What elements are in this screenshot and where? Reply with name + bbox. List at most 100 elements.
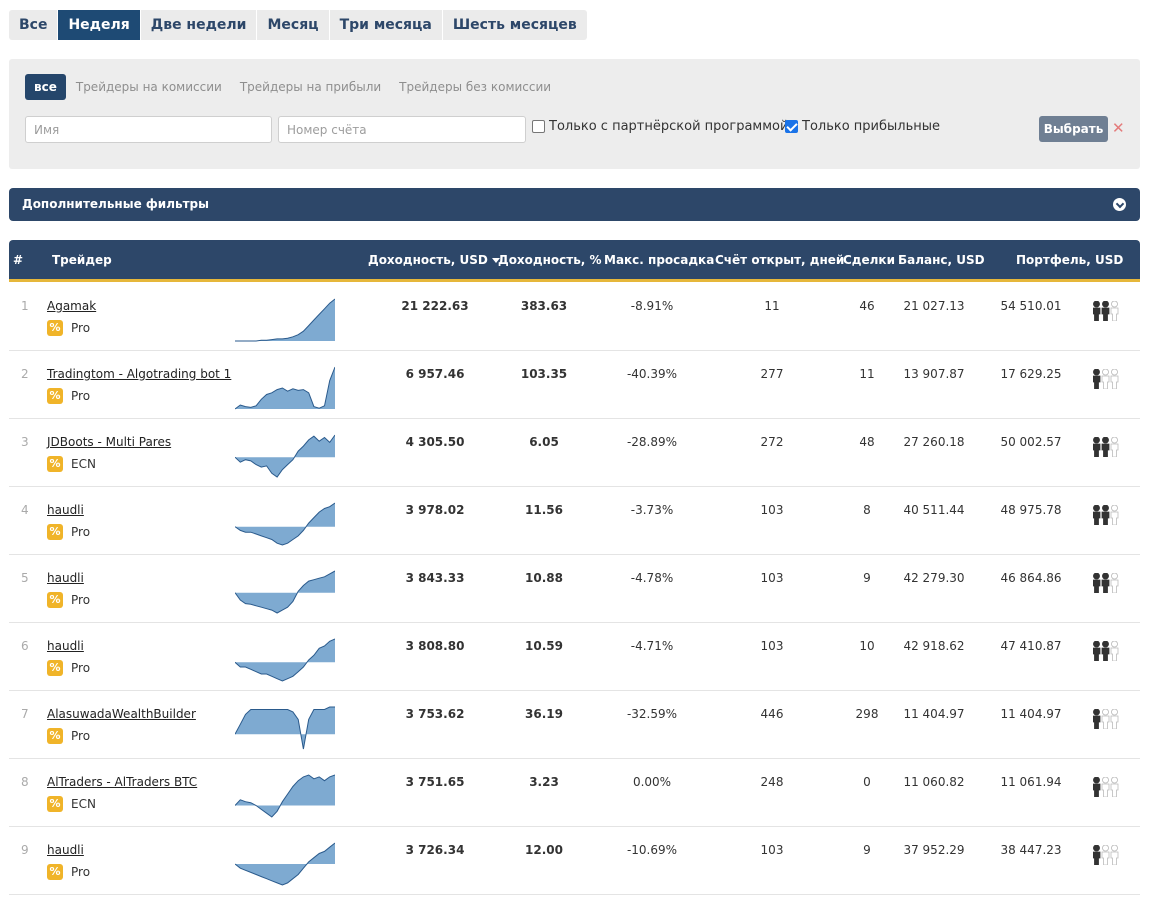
cell-profit-usd: 4 305.50 bbox=[405, 435, 465, 449]
account-type: % Pro bbox=[47, 660, 90, 676]
trader-type-tab[interactable]: Трейдеры на прибыли bbox=[239, 80, 382, 94]
percent-icon: % bbox=[47, 388, 63, 404]
additional-filters-bar[interactable]: Дополнительные фильтры bbox=[9, 188, 1140, 221]
popularity-icon[interactable] bbox=[1093, 777, 1119, 797]
account-type-label: ECN bbox=[71, 457, 96, 471]
percent-icon: % bbox=[47, 320, 63, 336]
person-icon bbox=[1110, 505, 1119, 525]
table-row[interactable]: 7 AlasuwadaWealthBuilder% Pro 3 753.62 36.19… bbox=[9, 691, 1140, 759]
trader-type-tab[interactable]: Трейдеры на комиссии bbox=[75, 80, 222, 94]
cell-profit-pct: 3.23 bbox=[529, 775, 559, 789]
popularity-icon[interactable] bbox=[1093, 301, 1119, 321]
period-tab[interactable]: Три месяца bbox=[330, 10, 443, 40]
table-row[interactable]: 9 haudli% Pro 3 726.34 12.00 -10.69% 103 9 37 95… bbox=[9, 827, 1140, 895]
person-icon bbox=[1110, 437, 1119, 457]
cell-balance: 42 918.62 bbox=[903, 639, 965, 653]
trader-name-link[interactable]: Tradingtom - Algotrading bot 1 bbox=[47, 367, 232, 381]
cell-profit-pct: 103.35 bbox=[520, 367, 568, 381]
popularity-icon[interactable] bbox=[1093, 369, 1119, 389]
equity-sparkline bbox=[235, 842, 335, 886]
cell-profit-usd: 3 726.34 bbox=[405, 843, 465, 857]
person-icon bbox=[1093, 573, 1101, 593]
trader-type-tab[interactable]: все bbox=[25, 74, 66, 100]
person-icon bbox=[1110, 573, 1119, 593]
column-drawdown[interactable]: Макс. просадка bbox=[604, 253, 715, 267]
select-button[interactable]: Выбрать bbox=[1039, 116, 1108, 142]
column-profit-pct[interactable]: Доходность, % bbox=[498, 253, 602, 267]
cell-deals: 48 bbox=[859, 435, 875, 449]
profitable-only-checkbox[interactable] bbox=[785, 120, 798, 133]
trader-name-link[interactable]: haudli bbox=[47, 571, 84, 585]
trader-name-link[interactable]: Agamak bbox=[47, 299, 97, 313]
table-header: # Трейдер Доходность, USD Доходность, % … bbox=[9, 240, 1140, 282]
popularity-icon[interactable] bbox=[1093, 641, 1119, 661]
cell-portfolio: 11 404.97 bbox=[1000, 707, 1062, 721]
account-number-input[interactable] bbox=[278, 116, 526, 143]
table-row[interactable]: 8 AlTraders - AlTraders BTC% ECN 3 751.65 3.… bbox=[9, 759, 1140, 827]
partner-program-checkbox[interactable] bbox=[532, 120, 545, 133]
trader-name-link[interactable]: AlasuwadaWealthBuilder bbox=[47, 707, 196, 721]
chevron-down-icon[interactable] bbox=[1113, 198, 1126, 211]
period-tab[interactable]: Шесть месяцев bbox=[452, 17, 577, 33]
period-tab[interactable]: Все bbox=[9, 10, 59, 40]
trader-name-link[interactable]: haudli bbox=[47, 843, 84, 857]
popularity-icon[interactable] bbox=[1093, 709, 1119, 729]
column-profit-usd[interactable]: Доходность, USD bbox=[368, 240, 500, 280]
popularity-icon[interactable] bbox=[1093, 505, 1119, 525]
cell-days: 277 bbox=[760, 367, 784, 381]
cell-profit-pct: 10.59 bbox=[525, 639, 563, 653]
table-row[interactable]: 3 JDBoots - Multi Pares% ECN 4 305.50 6.05 -2… bbox=[9, 419, 1140, 487]
cell-profit-usd: 3 808.80 bbox=[405, 639, 465, 653]
column-trader[interactable]: Трейдер bbox=[52, 253, 112, 267]
popularity-icon[interactable] bbox=[1093, 845, 1119, 865]
popularity-icon[interactable] bbox=[1093, 573, 1119, 593]
sparkline-area bbox=[235, 435, 335, 477]
person-icon bbox=[1101, 845, 1110, 865]
sparkline-area bbox=[235, 299, 335, 341]
cell-days: 11 bbox=[764, 299, 780, 313]
cell-days: 446 bbox=[760, 707, 784, 721]
cell-profit-pct: 12.00 bbox=[525, 843, 563, 857]
cell-profit-usd: 3 843.33 bbox=[405, 571, 465, 585]
partner-program-filter[interactable]: Только с партнёрской программой bbox=[532, 119, 788, 134]
cell-drawdown: 0.00% bbox=[632, 775, 672, 789]
cell-portfolio: 38 447.23 bbox=[1000, 843, 1062, 857]
table-row[interactable]: 6 haudli% Pro 3 808.80 10.59 -4.71% 103 10 42 91… bbox=[9, 623, 1140, 691]
sparkline-line bbox=[235, 774, 335, 818]
account-type: % Pro bbox=[47, 320, 90, 336]
sparkline-area bbox=[235, 843, 335, 885]
period-tab[interactable]: Две недели bbox=[141, 10, 258, 40]
sparkline-line bbox=[235, 706, 335, 750]
sparkline-line bbox=[235, 502, 335, 546]
table-row[interactable]: 1 Agamak% Pro 21 222.63 383.63 -8.91% 11 46 21 0… bbox=[9, 283, 1140, 351]
table-row[interactable]: 4 haudli% Pro 3 978.02 11.56 -3.73% 103 8 40 511… bbox=[9, 487, 1140, 555]
table-row[interactable]: 2 Tradingtom - Algotrading bot 1% Pro 6 957… bbox=[9, 351, 1140, 419]
period-tab[interactable]: Месяц bbox=[257, 10, 330, 40]
cell-drawdown: -8.91% bbox=[630, 299, 674, 313]
account-type-label: Pro bbox=[71, 661, 91, 675]
period-tab[interactable]: Неделя bbox=[58, 10, 141, 40]
trader-name-link[interactable]: AlTraders - AlTraders BTC bbox=[47, 775, 198, 789]
column-days-open[interactable]: Счёт открыт, дней bbox=[715, 253, 845, 267]
equity-sparkline bbox=[235, 502, 335, 546]
trader-type-tab[interactable]: Трейдеры без комиссии bbox=[399, 80, 552, 94]
cell-drawdown: -4.78% bbox=[630, 571, 674, 585]
table-row[interactable]: 5 haudli% Pro 3 843.33 10.88 -4.78% 103 9 42 279… bbox=[9, 555, 1140, 623]
profitable-only-filter[interactable]: Только прибыльные bbox=[785, 119, 940, 134]
row-number: 2 bbox=[21, 367, 29, 381]
row-number: 6 bbox=[21, 639, 29, 653]
equity-sparkline bbox=[235, 298, 335, 342]
trader-name-link[interactable]: JDBoots - Multi Pares bbox=[47, 435, 172, 449]
name-input[interactable] bbox=[25, 116, 272, 143]
column-deals[interactable]: Сделки bbox=[843, 253, 895, 267]
trader-name-link[interactable]: haudli bbox=[47, 503, 84, 517]
popularity-icon[interactable] bbox=[1093, 437, 1119, 457]
column-balance[interactable]: Баланс, USD bbox=[898, 253, 985, 267]
cell-deals: 298 bbox=[855, 707, 879, 721]
cell-days: 103 bbox=[760, 571, 784, 585]
percent-icon: % bbox=[47, 864, 63, 880]
close-icon[interactable]: ✕ bbox=[1112, 119, 1125, 137]
trader-name-link[interactable]: haudli bbox=[47, 639, 84, 653]
column-portfolio[interactable]: Портфель, USD bbox=[1016, 253, 1124, 267]
person-icon bbox=[1101, 301, 1110, 321]
